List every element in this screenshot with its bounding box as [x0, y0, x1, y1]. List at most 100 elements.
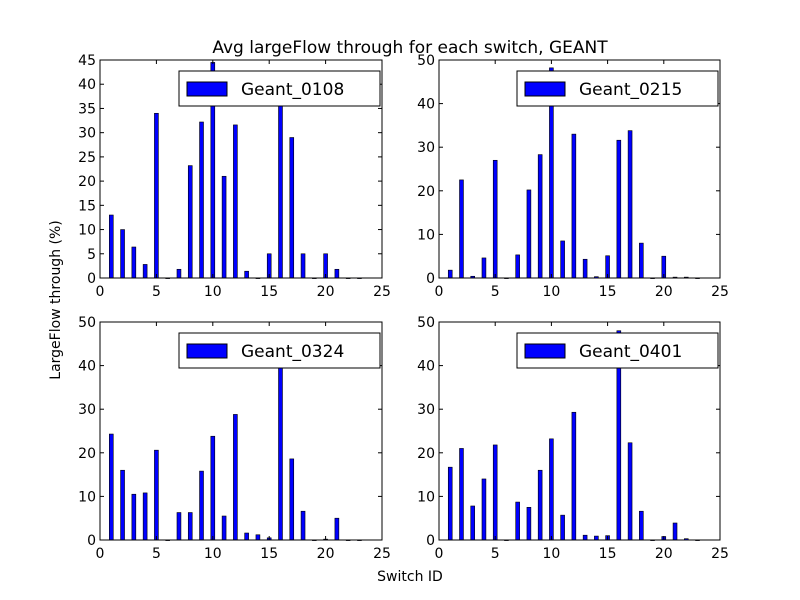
- y-tick-label: 40: [78, 77, 96, 93]
- bar: [278, 103, 283, 279]
- y-tick-label: 30: [78, 402, 96, 418]
- bar: [492, 444, 498, 541]
- bar: [187, 165, 193, 279]
- bar: [199, 121, 204, 279]
- bar: [278, 365, 283, 541]
- y-tick-label: 50: [417, 315, 435, 331]
- bar: [582, 258, 588, 279]
- bar: [627, 130, 633, 279]
- legend: Geant_0401: [516, 332, 719, 369]
- y-tick-label: 5: [87, 247, 96, 263]
- subplot-1: 0 5 10 15 20 25 0 5 10 15 20 25 30 35 40 45 Geant_0108: [78, 53, 391, 300]
- bar: [515, 254, 520, 279]
- legend: Geant_0215: [516, 70, 719, 107]
- legend: Geant_0324: [178, 332, 381, 369]
- bar: [300, 253, 306, 279]
- subplot-3: 0 5 10 15 20 25 0 10 20 30 40 50 Geant_0324: [78, 315, 391, 562]
- y-tick-label: 0: [426, 271, 435, 287]
- bar: [300, 510, 306, 541]
- y-tick-label: 50: [417, 53, 435, 69]
- axes-frame: [438, 321, 721, 541]
- x-tick-label: 20: [655, 284, 673, 300]
- bar: [244, 270, 249, 279]
- bar: [199, 470, 204, 541]
- bar: [549, 438, 554, 541]
- bar: [492, 159, 498, 279]
- bar: [560, 514, 565, 541]
- y-axis-label: LargeFlow through (%): [48, 220, 64, 379]
- x-tick-label: 15: [599, 546, 617, 562]
- bar: [176, 268, 182, 279]
- legend-swatch: [524, 343, 566, 359]
- x-tick-label: 25: [711, 546, 729, 562]
- y-tick-label: 40: [417, 97, 435, 113]
- y-tick-label: 30: [78, 126, 96, 142]
- legend-swatch: [524, 81, 566, 97]
- x-tick-label: 15: [599, 284, 617, 300]
- bar: [639, 242, 644, 279]
- y-tick-label: 10: [78, 223, 96, 239]
- y-tick-label: 50: [78, 315, 96, 331]
- bar: [627, 442, 633, 541]
- y-tick-label: 0: [87, 271, 96, 287]
- x-tick-label: 25: [373, 284, 391, 300]
- bar: [109, 214, 114, 279]
- bar: [131, 246, 137, 279]
- subplot-2: 0 5 10 15 20 25 0 10 20 30 40 50 Geant_0215: [417, 53, 729, 300]
- bar: [481, 478, 487, 541]
- bar: [289, 458, 295, 541]
- bar: [109, 433, 114, 541]
- x-tick-label: 20: [317, 546, 335, 562]
- bar: [244, 532, 249, 541]
- x-tick-label: 10: [542, 284, 560, 300]
- bar: [221, 175, 227, 279]
- bar: [571, 411, 577, 541]
- x-tick-label: 0: [96, 284, 105, 300]
- x-tick-label: 5: [152, 546, 161, 562]
- y-tick-label: 45: [78, 53, 96, 69]
- legend-label: Geant_0324: [241, 342, 344, 362]
- legend-label: Geant_0215: [579, 80, 682, 100]
- x-tick-label: 10: [204, 284, 222, 300]
- bar: [131, 493, 137, 541]
- bar: [582, 534, 588, 541]
- axes-frame: [99, 321, 383, 541]
- bar: [470, 505, 475, 541]
- x-tick-label: 10: [542, 546, 560, 562]
- bar: [594, 535, 599, 541]
- y-tick-label: 0: [426, 533, 435, 549]
- y-tick-label: 0: [87, 533, 96, 549]
- bar: [515, 501, 520, 541]
- bar: [639, 510, 644, 541]
- bar: [289, 137, 295, 279]
- bar: [255, 534, 261, 541]
- bar: [210, 435, 216, 541]
- bar: [481, 257, 487, 279]
- bar: [233, 124, 238, 279]
- y-tick-label: 20: [417, 446, 435, 462]
- x-tick-label: 0: [96, 546, 105, 562]
- x-tick-label: 0: [435, 284, 444, 300]
- legend-swatch: [186, 343, 228, 359]
- y-tick-label: 40: [417, 359, 435, 375]
- bar: [221, 515, 227, 541]
- bar: [672, 522, 678, 541]
- y-tick-label: 25: [78, 150, 96, 166]
- x-tick-label: 25: [373, 546, 391, 562]
- bar: [142, 264, 148, 279]
- bar: [154, 112, 159, 279]
- bar: [616, 139, 622, 279]
- x-tick-label: 10: [204, 546, 222, 562]
- y-tick-label: 35: [78, 101, 96, 117]
- x-axis-label: Switch ID: [377, 569, 443, 585]
- bar: [334, 268, 340, 279]
- axes-frame: [99, 59, 383, 279]
- bar: [526, 189, 532, 279]
- bar: [187, 512, 193, 541]
- bar: [233, 414, 238, 541]
- figure-title: Avg largeFlow through for each switch, G…: [212, 38, 608, 58]
- y-tick-label: 20: [78, 174, 96, 190]
- bar: [526, 506, 532, 541]
